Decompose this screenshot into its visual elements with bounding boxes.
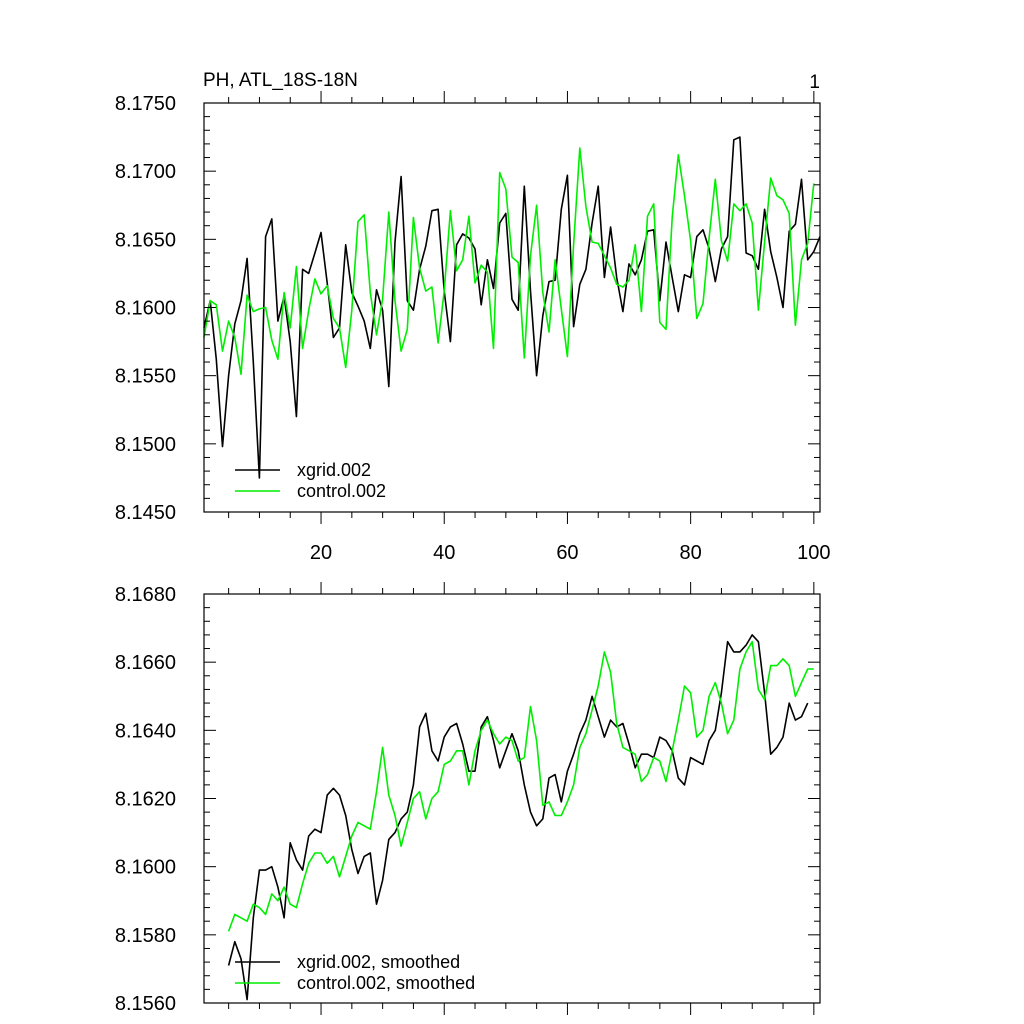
panel-number: 1 — [809, 72, 820, 93]
series-line-control-002-smoothed — [227, 640, 814, 932]
legend-label: control.002, smoothed — [297, 973, 475, 993]
plot-frame — [203, 593, 821, 1004]
x-tick-label: 60 — [556, 542, 578, 564]
y-tick-label: 8.1500 — [115, 434, 176, 456]
y-tick-label: 8.1550 — [115, 366, 176, 388]
y-tick-label: 8.1650 — [115, 229, 176, 251]
legend-label: control.002 — [297, 481, 386, 501]
x-tick-label: 40 — [433, 542, 455, 564]
legend-label: xgrid.002, smoothed — [297, 952, 460, 972]
y-tick-label: 8.1700 — [115, 161, 176, 183]
y-tick-label: 8.1640 — [115, 720, 176, 742]
y-tick-label: 8.1750 — [115, 93, 176, 115]
y-tick-label: 8.1450 — [115, 502, 176, 524]
top-panel: PH, ATL_18S-18N 1 8.1450 8.1500 8.1550 8.16… — [115, 70, 831, 564]
chart-title: PH, ATL_18S-18N — [203, 70, 358, 91]
y-tick-label: 8.1560 — [115, 993, 176, 1015]
plot-frame — [203, 102, 821, 513]
legend-label: xgrid.002 — [297, 460, 371, 480]
series-line-xgrid-002-smoothed — [227, 634, 809, 1001]
y-tick-label: 8.1680 — [115, 584, 176, 606]
y-tick-label: 8.1600 — [115, 857, 176, 879]
y-tick-label: 8.1600 — [115, 298, 176, 320]
y-tick-label: 8.1660 — [115, 652, 176, 674]
series-line-control-002 — [203, 147, 815, 376]
bottom-panel: 8.1560 8.1580 8.1600 8.1620 8.1640 8.1660 8.16… — [115, 582, 821, 1015]
series-line-xgrid-002 — [203, 136, 821, 479]
x-tick-label: 100 — [797, 542, 830, 564]
x-tick-label: 20 — [310, 542, 332, 564]
x-tick-label: 80 — [680, 542, 702, 564]
y-tick-label: 8.1620 — [115, 789, 176, 811]
y-tick-label: 8.1580 — [115, 925, 176, 947]
